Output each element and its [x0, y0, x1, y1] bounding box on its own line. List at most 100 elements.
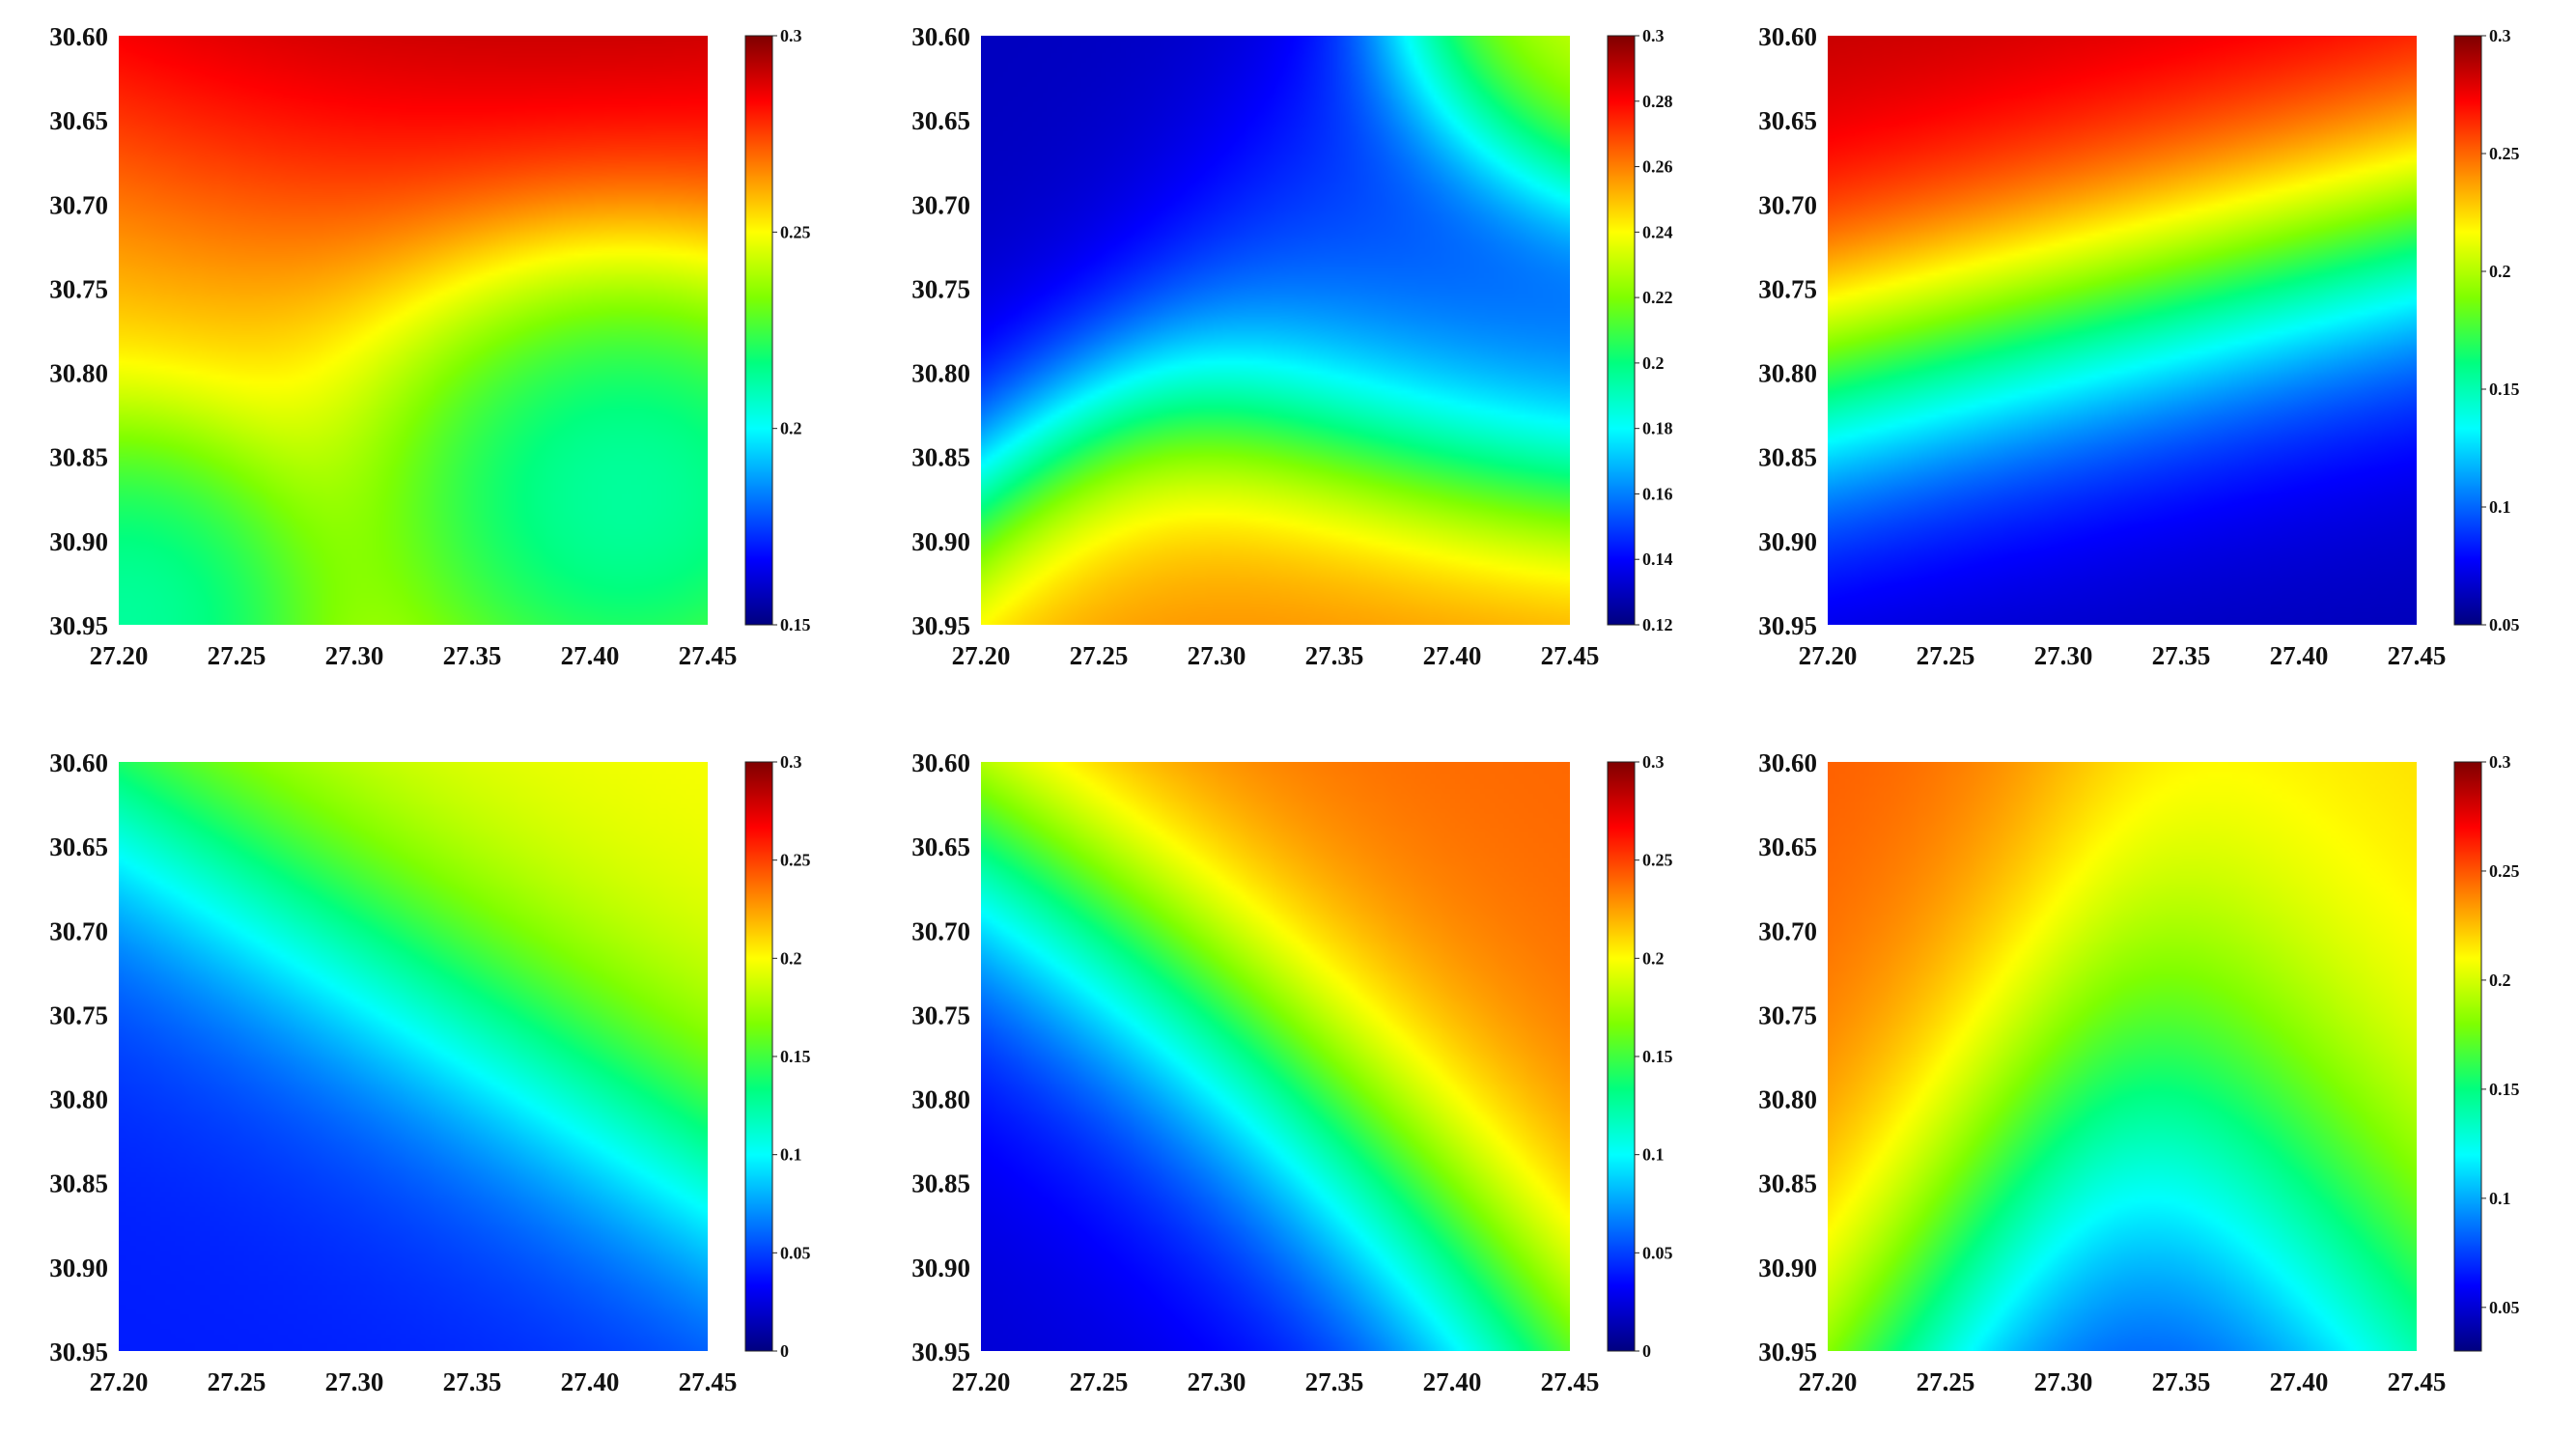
y-tick-label: 30.70	[911, 190, 970, 219]
x-tick-label: 27.45	[1541, 641, 1600, 670]
colorbar-tick-label: 0.15	[2489, 1080, 2520, 1099]
colorbar-tick-label: 0.05	[2489, 615, 2520, 634]
y-tick-label: 30.95	[911, 611, 970, 640]
heatmap-svg: 30.60 30.65 30.70 30.75 30.80 30.85 30.90 30.95…	[1758, 22, 2520, 670]
x-tick-label: 27.25	[208, 1367, 266, 1396]
y-tick-label: 30.95	[1758, 1337, 1817, 1366]
y-tick-label: 30.80	[49, 1085, 108, 1114]
x-tick-label: 27.35	[1305, 1367, 1364, 1396]
heatmap-field	[1828, 762, 2417, 1351]
y-tick-label: 30.75	[49, 274, 108, 303]
y-tick-label: 30.75	[1758, 274, 1817, 303]
heatmap-field	[981, 762, 1570, 1351]
colorbar-tick-label: 0.3	[2489, 26, 2511, 45]
y-tick-label: 30.80	[49, 359, 108, 388]
colorbar-tick-label: 0.1	[1642, 1145, 1665, 1165]
x-tick-label: 27.45	[1541, 1367, 1600, 1396]
y-tick-label: 30.70	[911, 916, 970, 945]
x-tick-label: 27.25	[208, 641, 266, 670]
y-tick-label: 30.75	[49, 1000, 108, 1029]
heatmap-svg: 30.60 30.65 30.70 30.75 30.80 30.85 30.90 30.95…	[49, 22, 811, 670]
x-tick-label: 27.40	[561, 1367, 620, 1396]
heatmap-field	[981, 36, 1570, 625]
heatmap-field	[119, 762, 708, 1351]
x-tick-label: 27.35	[1305, 641, 1364, 670]
colorbar	[2453, 761, 2482, 1352]
x-tick-label: 27.25	[1917, 641, 1975, 670]
y-tick-label: 30.70	[49, 190, 108, 219]
y-tick-label: 30.80	[911, 1085, 970, 1114]
y-tick-label: 30.75	[911, 1000, 970, 1029]
x-tick-label: 27.35	[443, 1367, 502, 1396]
x-tick-label: 27.40	[1423, 641, 1482, 670]
y-tick-label: 30.65	[911, 106, 970, 135]
y-tick-label: 30.65	[49, 106, 108, 135]
y-tick-label: 30.90	[1758, 1253, 1817, 1282]
y-tick-label: 30.85	[49, 1169, 108, 1198]
x-tick-label: 27.20	[1799, 1367, 1858, 1396]
x-tick-label: 27.45	[2388, 1367, 2447, 1396]
colorbar-tick-label: 0.28	[1642, 92, 1673, 111]
heatmap-panel-1: 30.60 30.65 30.70 30.75 30.80 30.85 30.90 30.95…	[0, 0, 850, 710]
x-tick-label: 27.25	[1917, 1367, 1975, 1396]
y-tick-label: 30.70	[1758, 190, 1817, 219]
colorbar-tick-label: 0.15	[780, 1047, 811, 1066]
x-tick-label: 27.25	[1070, 1367, 1129, 1396]
y-tick-label: 30.60	[1758, 748, 1817, 777]
x-tick-label: 27.30	[325, 1367, 384, 1396]
x-tick-label: 27.30	[325, 641, 384, 670]
x-tick-label: 27.20	[1799, 641, 1858, 670]
colorbar-tick-label: 0.22	[1642, 288, 1673, 307]
heatmap-panel-6: 30.60 30.65 30.70 30.75 30.80 30.85 30.90 30.95…	[1709, 726, 2559, 1436]
x-tick-label: 27.45	[2388, 641, 2447, 670]
colorbar-tick-label: 0.15	[780, 615, 811, 634]
colorbar-tick-label: 0	[780, 1341, 789, 1361]
x-tick-label: 27.20	[952, 1367, 1011, 1396]
y-tick-label: 30.65	[911, 832, 970, 861]
x-tick-label: 27.20	[90, 641, 149, 670]
colorbar	[744, 761, 773, 1352]
heatmap-svg: 30.60 30.65 30.70 30.75 30.80 30.85 30.90 30.95…	[911, 22, 1673, 670]
heatmap-panel-3: 30.60 30.65 30.70 30.75 30.80 30.85 30.90 30.95…	[1709, 0, 2559, 710]
colorbar-tick-label: 0.25	[1642, 851, 1673, 870]
colorbar-tick-label: 0.2	[1642, 353, 1665, 373]
y-tick-label: 30.75	[1758, 1000, 1817, 1029]
y-tick-label: 30.60	[49, 22, 108, 51]
colorbar-tick-label: 0	[1642, 1341, 1651, 1361]
y-tick-label: 30.60	[911, 22, 970, 51]
colorbar-tick-label: 0.3	[1642, 26, 1665, 45]
x-tick-label: 27.45	[679, 1367, 738, 1396]
heatmap-panel-4: 30.60 30.65 30.70 30.75 30.80 30.85 30.90 30.95…	[0, 726, 850, 1436]
y-tick-label: 30.60	[49, 748, 108, 777]
colorbar	[2453, 35, 2482, 626]
y-tick-label: 30.90	[911, 527, 970, 556]
x-tick-label: 27.40	[1423, 1367, 1482, 1396]
colorbar-tick-label: 0.3	[780, 752, 802, 772]
colorbar-tick-label: 0.15	[1642, 1047, 1673, 1066]
colorbar-tick-label: 0.25	[2489, 861, 2520, 881]
heatmap-svg: 30.60 30.65 30.70 30.75 30.80 30.85 30.90 30.95…	[49, 748, 811, 1396]
x-tick-label: 27.30	[2034, 641, 2093, 670]
colorbar-tick-label: 0.3	[1642, 752, 1665, 772]
colorbar-tick-label: 0.25	[2489, 144, 2520, 163]
colorbar	[1607, 35, 1636, 626]
y-tick-label: 30.65	[1758, 106, 1817, 135]
heatmap-svg: 30.60 30.65 30.70 30.75 30.80 30.85 30.90 30.95…	[1758, 748, 2520, 1396]
colorbar-tick-label: 0.12	[1642, 615, 1673, 634]
colorbar-tick-label: 0.25	[780, 851, 811, 870]
colorbar-tick-label: 0.1	[780, 1145, 802, 1165]
y-tick-label: 30.70	[49, 916, 108, 945]
y-tick-label: 30.85	[911, 443, 970, 472]
y-tick-label: 30.90	[49, 1253, 108, 1282]
colorbar-tick-label: 0.2	[1642, 948, 1665, 968]
y-tick-label: 30.80	[1758, 359, 1817, 388]
y-tick-label: 30.85	[911, 1169, 970, 1198]
heatmap-panel-2: 30.60 30.65 30.70 30.75 30.80 30.85 30.90 30.95…	[862, 0, 1712, 710]
y-tick-label: 30.90	[911, 1253, 970, 1282]
colorbar	[1607, 761, 1636, 1352]
x-tick-label: 27.25	[1070, 641, 1129, 670]
y-tick-label: 30.80	[1758, 1085, 1817, 1114]
colorbar-tick-label: 0.15	[2489, 380, 2520, 399]
y-tick-label: 30.85	[1758, 1169, 1817, 1198]
colorbar-tick-label: 0.24	[1642, 222, 1673, 241]
